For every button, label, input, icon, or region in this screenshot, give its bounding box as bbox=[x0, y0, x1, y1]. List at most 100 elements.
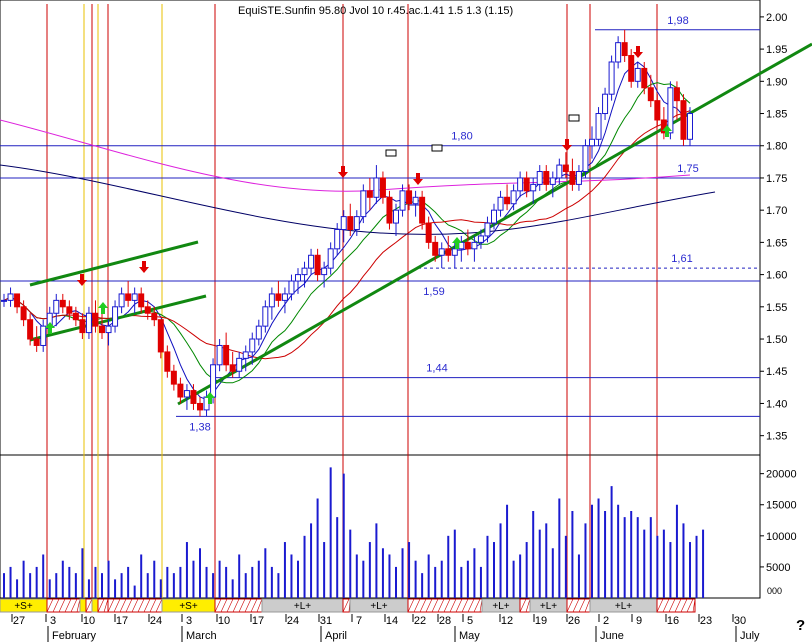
signal-segment bbox=[79, 598, 87, 613]
price-tick-label: 1.55 bbox=[766, 302, 787, 314]
candle-body bbox=[216, 344, 223, 366]
candle-body bbox=[386, 196, 393, 224]
candle-body bbox=[687, 113, 693, 140]
price-tick-label: 1.90 bbox=[766, 76, 787, 88]
hatch-line bbox=[519, 598, 527, 613]
candle-body bbox=[33, 338, 40, 346]
candle-body bbox=[197, 402, 203, 411]
date-tick-label: 30 bbox=[734, 615, 746, 627]
hatch-line bbox=[461, 598, 469, 613]
candle-body bbox=[20, 306, 27, 321]
buy-arrow-icon bbox=[452, 237, 462, 249]
ma-darkblue-line bbox=[0, 164, 716, 235]
signal-label: +L+ bbox=[370, 601, 387, 612]
hatch-line bbox=[525, 598, 531, 613]
month-label: March bbox=[186, 630, 217, 642]
hatch-line bbox=[52, 598, 60, 613]
date-tick-label: 12 bbox=[501, 615, 513, 627]
price-tick-label: 1.95 bbox=[766, 44, 787, 56]
candle-body bbox=[1, 299, 7, 302]
hatch-line bbox=[455, 598, 463, 613]
candle-body bbox=[72, 312, 79, 321]
candle-body bbox=[647, 87, 654, 102]
buy-arrow-icon bbox=[205, 392, 215, 404]
candle-body bbox=[353, 216, 360, 231]
hatch-line bbox=[103, 598, 109, 613]
candle-body bbox=[425, 222, 432, 243]
buy-arrow-icon bbox=[45, 322, 55, 334]
date-tick-label: 28 bbox=[439, 615, 451, 627]
candle-body bbox=[327, 248, 334, 269]
hatch-line bbox=[238, 598, 246, 613]
candle-body bbox=[680, 100, 687, 140]
price-tick-label: 1.70 bbox=[766, 205, 787, 217]
candle-body bbox=[667, 87, 674, 134]
candle-body bbox=[432, 241, 439, 256]
candle-body bbox=[164, 351, 171, 372]
candle-body bbox=[451, 248, 458, 256]
price-tick-label: 1.40 bbox=[766, 398, 787, 410]
hatch-line bbox=[64, 598, 72, 613]
date-tick-label: 17 bbox=[252, 615, 264, 627]
price-tick-label: 1.35 bbox=[766, 431, 787, 443]
price-tick-label: 1.65 bbox=[766, 237, 787, 249]
candle-body bbox=[105, 325, 112, 334]
candle-body bbox=[458, 241, 465, 250]
price-tick-label: 1.50 bbox=[766, 334, 787, 346]
level-label: 1,75 bbox=[677, 163, 698, 175]
hatch-line bbox=[244, 598, 252, 613]
sell-arrow-icon bbox=[338, 166, 348, 178]
candle-body bbox=[360, 190, 367, 218]
candle-body bbox=[575, 171, 582, 185]
sell-arrow-icon bbox=[139, 261, 149, 273]
candle-body bbox=[608, 61, 615, 95]
candle-body bbox=[301, 267, 308, 276]
candle-body bbox=[510, 190, 517, 205]
hatch-line bbox=[256, 598, 263, 613]
candle-body bbox=[412, 196, 419, 205]
candle-body bbox=[66, 306, 73, 314]
price-tick-label: 1.80 bbox=[766, 141, 787, 153]
candle-body bbox=[536, 171, 543, 185]
price-tick-label: 1.45 bbox=[766, 366, 787, 378]
candle-body bbox=[170, 370, 177, 385]
buy-arrow-icon bbox=[662, 125, 672, 137]
date-tick-label: 27 bbox=[13, 615, 25, 627]
event-flag-icon bbox=[431, 144, 443, 152]
date-tick-label: 23 bbox=[700, 615, 712, 627]
hatch-line bbox=[668, 598, 676, 613]
hatch-line bbox=[46, 598, 54, 613]
hatch-line bbox=[97, 598, 105, 613]
hatch-line bbox=[342, 598, 350, 613]
candle-body bbox=[40, 325, 47, 346]
hatch-line bbox=[437, 598, 445, 613]
candle-body bbox=[530, 183, 537, 192]
sell-arrow-icon bbox=[77, 274, 87, 286]
hatch-line bbox=[143, 598, 151, 613]
candle-body bbox=[491, 209, 497, 224]
signal-label: +L+ bbox=[294, 601, 311, 612]
date-tick-label: 14 bbox=[386, 615, 398, 627]
date-tick-label: 24 bbox=[287, 615, 299, 627]
hatch-line bbox=[443, 598, 451, 613]
candle-body bbox=[308, 254, 315, 269]
hatch-line bbox=[686, 598, 694, 613]
candle-body bbox=[229, 364, 236, 372]
candle-body bbox=[393, 209, 399, 224]
question-mark-label: ? bbox=[796, 617, 805, 634]
candle-body bbox=[157, 319, 164, 353]
candle-body bbox=[464, 241, 471, 250]
hatch-line bbox=[584, 598, 591, 613]
candle-body bbox=[543, 171, 550, 185]
buy-arrow-icon bbox=[98, 302, 108, 314]
candle-body bbox=[236, 357, 243, 372]
candle-body bbox=[654, 100, 661, 121]
hatch-line bbox=[572, 598, 580, 613]
hatch-line bbox=[566, 598, 574, 613]
candle-body bbox=[249, 338, 256, 353]
candle-body bbox=[314, 254, 321, 276]
candle-body bbox=[673, 87, 680, 102]
hatch-line bbox=[674, 598, 682, 613]
